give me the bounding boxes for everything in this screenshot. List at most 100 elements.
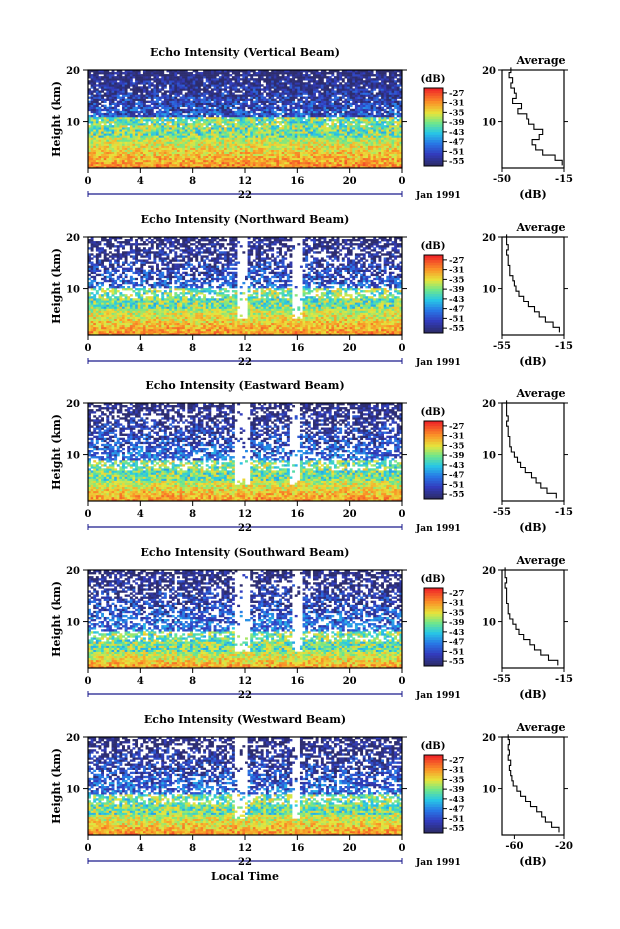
heatmap-cell — [96, 76, 99, 78]
heatmap-cell — [276, 117, 279, 119]
heatmap-cell — [138, 156, 141, 158]
heatmap-cell — [373, 119, 376, 121]
heatmap-cell — [117, 156, 120, 158]
heatmap-cell — [109, 141, 112, 143]
heatmap-cell — [177, 135, 180, 137]
heatmap-cell — [114, 88, 117, 90]
heatmap-cell — [284, 103, 287, 105]
heatmap-cell — [368, 139, 371, 141]
heatmap-cell — [363, 133, 366, 135]
heatmap-cell — [187, 101, 190, 103]
heatmap-cell — [276, 127, 279, 129]
heatmap-cell — [216, 123, 219, 125]
heatmap-cell — [156, 164, 159, 166]
heatmap-cell — [185, 146, 188, 148]
heatmap-cell — [151, 84, 154, 86]
heatmap-cell — [98, 148, 101, 150]
heatmap-cell — [389, 125, 392, 127]
heatmap-cell — [295, 146, 298, 148]
heatmap-cell — [122, 164, 125, 166]
heatmap-cell — [96, 84, 99, 86]
heatmap-cell — [127, 86, 130, 88]
heatmap-cell — [148, 160, 151, 162]
heatmap-cell — [221, 88, 224, 90]
heatmap-cell — [292, 109, 295, 111]
heatmap-cell — [174, 97, 177, 99]
heatmap-cell — [114, 107, 117, 109]
heatmap-cell — [389, 111, 392, 113]
heatmap-cell — [117, 135, 120, 137]
heatmap-cell — [135, 127, 138, 129]
heatmap-cell — [308, 80, 311, 82]
heatmap-cell — [159, 84, 162, 86]
heatmap-cell — [266, 133, 269, 135]
heatmap-cell — [384, 119, 387, 121]
heatmap-cell — [185, 133, 188, 135]
heatmap-cell — [224, 135, 227, 137]
heatmap-cell — [386, 99, 389, 101]
heatmap-cell — [132, 139, 135, 141]
heatmap-cell — [308, 105, 311, 107]
heatmap-cell — [187, 127, 190, 129]
heatmap-cell — [216, 97, 219, 99]
heatmap-cell — [318, 113, 321, 115]
heatmap-cell — [159, 148, 162, 150]
heatmap-cell — [180, 123, 183, 125]
heatmap-cell — [397, 141, 400, 143]
heatmap-cell — [384, 99, 387, 101]
heatmap-cell — [350, 164, 353, 166]
heatmap-cell — [190, 95, 193, 97]
heatmap-cell — [164, 113, 167, 115]
heatmap-cell — [172, 76, 175, 78]
heatmap-cell — [371, 160, 374, 162]
heatmap-cell — [368, 103, 371, 105]
heatmap-cell — [174, 164, 177, 166]
heatmap-cell — [161, 127, 164, 129]
heatmap-cell — [161, 139, 164, 141]
heatmap-cell — [172, 131, 175, 133]
heatmap-cell — [389, 88, 392, 90]
heatmap-cell — [344, 129, 347, 131]
heatmap-cell — [266, 150, 269, 152]
heatmap-cell — [201, 135, 204, 137]
heatmap-cell — [229, 146, 232, 148]
heatmap-cell — [229, 150, 232, 152]
heatmap-cell — [93, 144, 96, 146]
heatmap-cell — [352, 164, 355, 166]
heatmap-cell — [310, 103, 313, 105]
heatmap-cell — [117, 141, 120, 143]
heatmap-cell — [310, 92, 313, 94]
heatmap-cell — [153, 127, 156, 129]
heatmap-cell — [253, 88, 256, 90]
heatmap-cell — [106, 95, 109, 97]
heatmap-cell — [279, 121, 282, 123]
heatmap — [88, 70, 402, 168]
heatmap-cell — [337, 117, 340, 119]
heatmap-cell — [164, 97, 167, 99]
heatmap-cell — [112, 131, 115, 133]
heatmap-cell — [232, 129, 235, 131]
heatmap-cell — [358, 107, 361, 109]
heatmap-cell — [261, 117, 264, 119]
heatmap-cell — [125, 80, 128, 82]
heatmap-cell — [397, 78, 400, 80]
heatmap-cell — [237, 154, 240, 156]
heatmap-cell — [305, 121, 308, 123]
heatmap-cell — [164, 115, 167, 117]
heatmap-cell — [316, 154, 319, 156]
heatmap-cell — [93, 99, 96, 101]
heatmap-cell — [182, 99, 185, 101]
heatmap-cell — [360, 131, 363, 133]
heatmap-cell — [235, 99, 238, 101]
heatmap-cell — [140, 76, 143, 78]
heatmap-cell — [114, 78, 117, 80]
heatmap-cell — [201, 107, 204, 109]
heatmap-cell — [227, 154, 230, 156]
heatmap-cell — [258, 90, 261, 92]
heatmap-cell — [227, 150, 230, 152]
heatmap-cell — [342, 95, 345, 97]
heatmap-cell — [130, 154, 133, 156]
heatmap-cell — [371, 123, 374, 125]
heatmap-cell — [329, 113, 332, 115]
heatmap-cell — [316, 139, 319, 141]
